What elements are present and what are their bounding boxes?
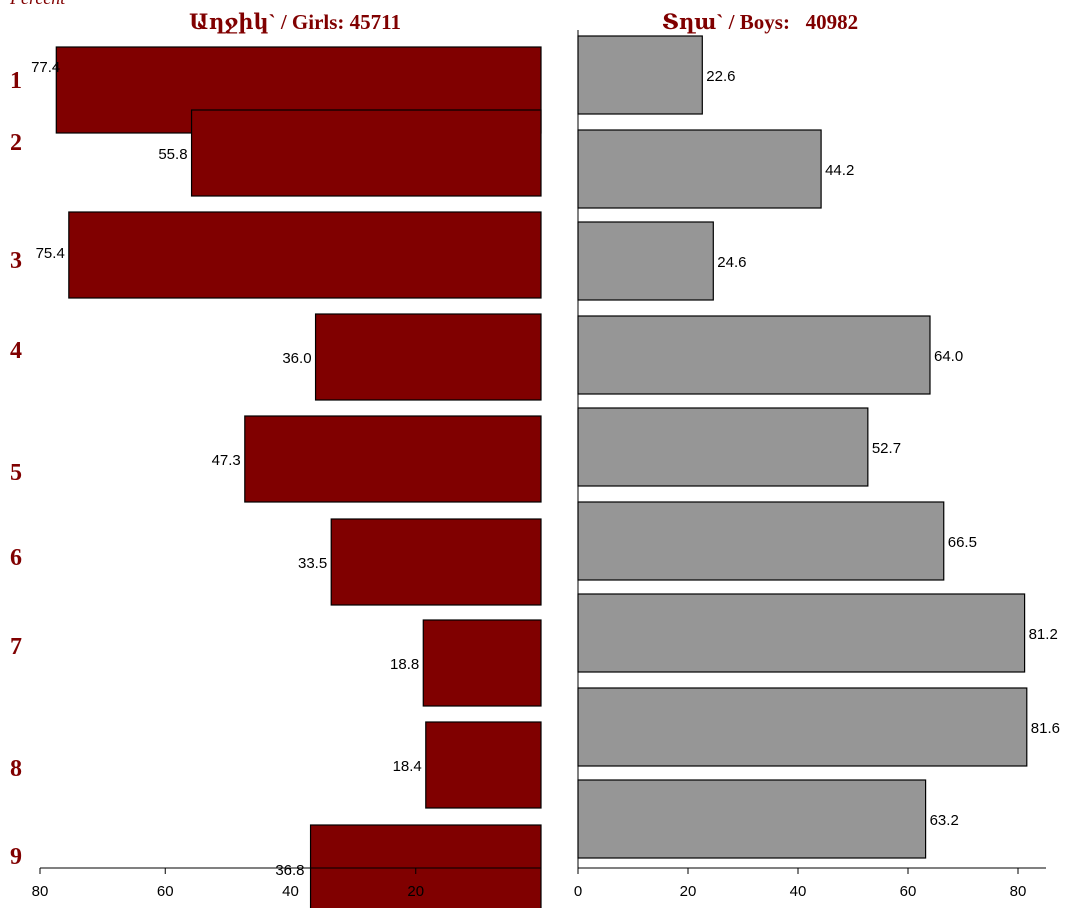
boys-bar <box>577 221 714 301</box>
corner-label: Percent <box>9 0 66 8</box>
boys-bar <box>577 35 703 115</box>
category-label: 6 <box>10 545 22 571</box>
boys-x-tick-label: 80 <box>1010 883 1027 900</box>
girls-value-label: 33.5 <box>298 555 327 572</box>
boys-x-tick-label: 60 <box>900 883 917 900</box>
category-label: 5 <box>10 460 22 486</box>
boys-value-label: 22.6 <box>706 68 735 85</box>
boys-bar <box>577 779 927 859</box>
girls-value-label: 18.8 <box>390 656 419 673</box>
boys-bar <box>577 129 822 209</box>
girls-x-tick-label: 40 <box>282 883 299 900</box>
girls-value-label: 36.8 <box>275 862 304 879</box>
boys-x-tick-label: 20 <box>680 883 697 900</box>
girls-bar <box>309 824 542 908</box>
girls-bar <box>425 721 542 809</box>
girls-value-label: 77.4 <box>31 59 60 76</box>
boys-value-label: 52.7 <box>872 440 901 457</box>
boys-bars: 22.6 44.2 24.6 64.0 52.7 66.5 81.2 81.6 63.2 <box>577 35 1060 859</box>
girls-x-tick-label: 80 <box>32 883 49 900</box>
girls-bar <box>314 313 542 401</box>
girls-bar <box>330 518 542 606</box>
category-label: 4 <box>10 338 22 364</box>
girls-value-label: 75.4 <box>36 245 65 262</box>
girls-bar <box>190 109 542 197</box>
boys-value-label: 81.2 <box>1029 626 1058 643</box>
girls-x-axis: 80 60 40 20 <box>32 868 424 900</box>
boys-bar <box>577 687 1028 767</box>
boys-value-label: 64.0 <box>934 348 963 365</box>
girls-value-label: 18.4 <box>393 758 422 775</box>
boys-value-label: 63.2 <box>930 812 959 829</box>
boys-bar <box>577 501 945 581</box>
boys-value-label: 24.6 <box>717 254 746 271</box>
boys-title: Տղա` / Boys: 40982 <box>662 10 858 34</box>
girls-x-tick-label: 20 <box>407 883 424 900</box>
category-label: 1 <box>10 68 22 94</box>
boys-value-label: 44.2 <box>825 162 854 179</box>
category-label: 9 <box>10 844 22 870</box>
boys-value-label: 81.6 <box>1031 720 1060 737</box>
girls-value-label: 36.0 <box>282 350 311 367</box>
girls-title: Աղջիկ` / Girls: 45711 <box>189 10 401 34</box>
boys-x-tick-label: 0 <box>574 883 582 900</box>
category-label: 2 <box>10 130 22 156</box>
boys-x-axis: 0 20 40 60 80 <box>574 868 1027 900</box>
boys-bar <box>577 315 931 395</box>
category-label: 3 <box>10 248 22 274</box>
girls-value-label: 47.3 <box>212 452 241 469</box>
category-labels: 1 2 3 4 5 6 7 8 9 <box>10 68 22 870</box>
girls-bar <box>422 619 542 707</box>
category-label: 7 <box>10 634 22 660</box>
category-label: 8 <box>10 756 22 782</box>
girls-bar <box>68 211 542 299</box>
girls-x-tick-label: 60 <box>157 883 174 900</box>
girls-value-label: 55.8 <box>158 146 187 163</box>
boys-x-tick-label: 40 <box>790 883 807 900</box>
boys-value-label: 66.5 <box>948 534 977 551</box>
boys-bar <box>577 407 869 487</box>
girls-bar <box>244 415 542 503</box>
girls-bars: 77.4 55.8 75.4 36.0 47.3 33.5 18.8 18.4 36.8 <box>31 46 542 908</box>
boys-bar <box>577 593 1026 673</box>
